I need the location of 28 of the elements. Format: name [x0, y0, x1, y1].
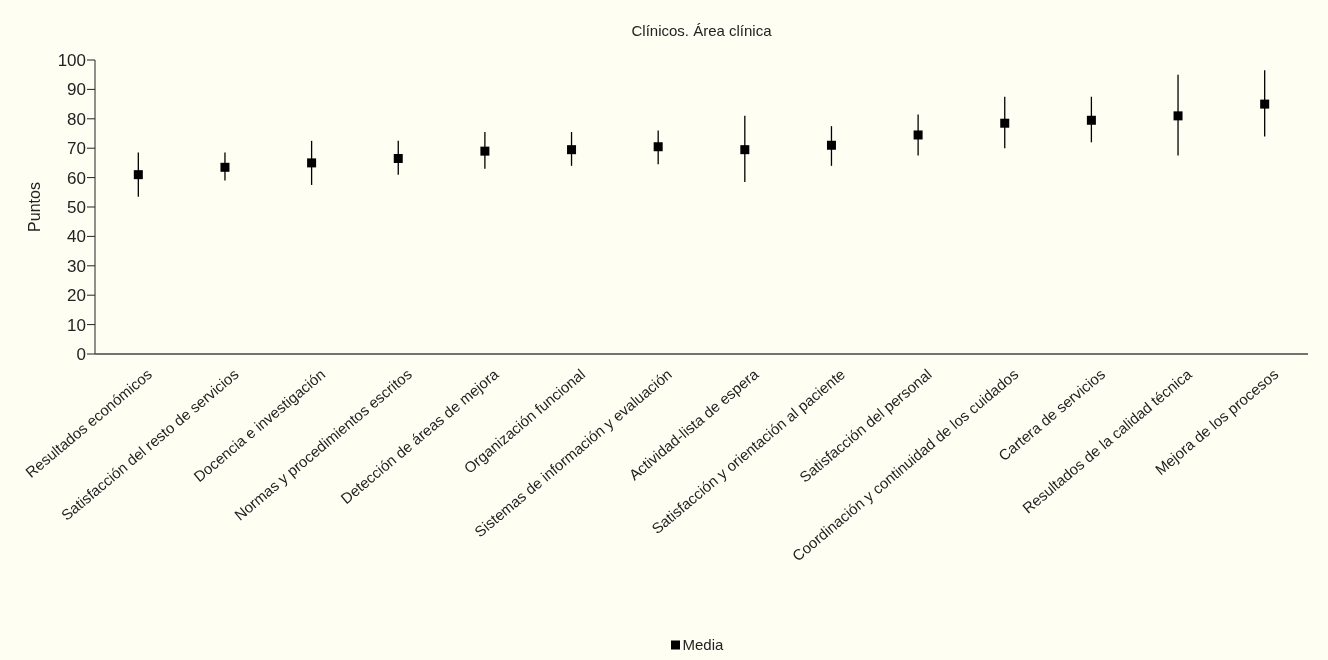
y-tick-label: 60 — [67, 168, 86, 188]
y-tick-label: 90 — [67, 80, 86, 100]
point — [307, 158, 317, 168]
y-tick-label: 40 — [67, 227, 86, 247]
chart-title: Clínicos. Área clínica — [631, 22, 773, 39]
point — [393, 153, 403, 163]
point — [480, 146, 490, 156]
point — [1260, 99, 1270, 109]
point — [567, 145, 577, 155]
point — [1173, 111, 1183, 121]
y-tick-label: 70 — [67, 139, 86, 159]
point — [913, 130, 923, 140]
point — [1000, 118, 1010, 128]
point — [740, 145, 750, 155]
y-tick-label: 20 — [67, 286, 86, 306]
point — [653, 142, 663, 152]
y-tick-label: 10 — [67, 315, 86, 335]
point — [1086, 115, 1096, 125]
y-tick-label: 100 — [57, 50, 86, 70]
y-tick-label: 50 — [67, 197, 86, 217]
point — [133, 170, 143, 180]
y-axis-title: Puntos — [26, 182, 43, 232]
legend-label: Media — [682, 636, 725, 653]
point — [826, 140, 836, 150]
y-tick-label: 80 — [67, 109, 86, 129]
y-tick-label: 30 — [67, 256, 86, 276]
point — [220, 162, 230, 172]
y-tick-label: 0 — [76, 344, 86, 364]
